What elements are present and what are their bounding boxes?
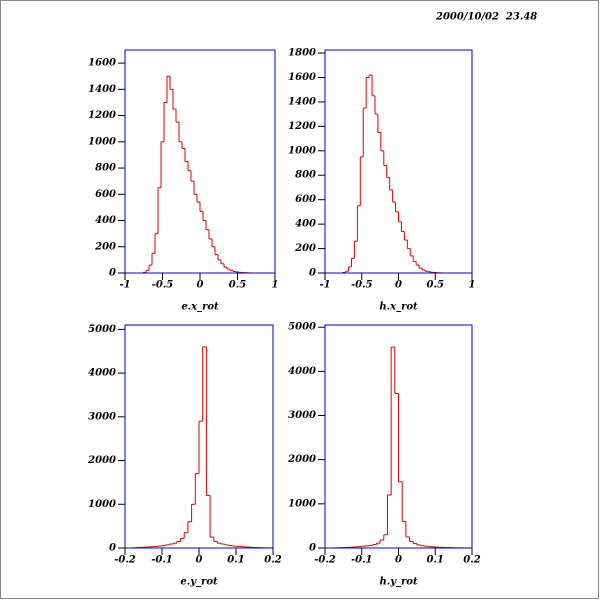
x-axis-label: h.y_rot <box>379 577 418 588</box>
y-tick-label: 1000 <box>88 499 116 510</box>
y-tick-label: 1200 <box>88 110 116 121</box>
x-tick-label: 0 <box>395 280 402 291</box>
y-tick-label: 0 <box>309 268 316 279</box>
y-tick-label: 200 <box>94 241 116 252</box>
timestamp: 2000/10/02 23.48 <box>435 12 537 23</box>
y-tick-label: 3000 <box>88 411 116 422</box>
y-tick-label: 0 <box>309 543 316 554</box>
y-tick-label: 800 <box>295 170 316 181</box>
x-tick-label: 1 <box>272 280 279 291</box>
y-tick-label: 4000 <box>88 368 116 379</box>
y-tick-label: 1400 <box>88 84 116 95</box>
y-tick-label: 400 <box>295 219 316 230</box>
x-tick-label: 0 <box>196 555 203 566</box>
y-tick-label: 1000 <box>288 145 316 156</box>
plot-frame <box>124 49 276 274</box>
x-tick-label: 0.1 <box>427 555 444 566</box>
x-axis-label: e.y_rot <box>180 577 218 588</box>
y-tick-label: 400 <box>95 215 116 226</box>
x-tick-label: 0 <box>197 280 204 291</box>
y-tick-label: 1800 <box>288 48 316 59</box>
x-tick-label: 0.5 <box>229 280 246 291</box>
y-tick-label: 1600 <box>88 58 116 69</box>
y-tick-label: 3000 <box>288 410 316 421</box>
x-axis-label: e.x_rot <box>181 302 219 313</box>
y-tick-label: 600 <box>95 189 116 200</box>
y-tick-label: 0 <box>109 543 116 554</box>
y-tick-label: 1000 <box>288 498 316 509</box>
plot-frame <box>324 324 473 549</box>
y-tick-label: 1200 <box>288 121 316 132</box>
x-tick-label: -1 <box>119 280 130 291</box>
x-tick-label: 0.1 <box>227 555 244 566</box>
y-tick-label: 5000 <box>88 324 116 335</box>
x-tick-label: -0.2 <box>314 555 336 566</box>
y-tick-label: 5000 <box>288 322 316 333</box>
x-tick-label: -0.5 <box>351 280 373 291</box>
y-tick-label: 1600 <box>288 72 316 83</box>
x-tick-label: -0.1 <box>151 555 173 566</box>
y-tick-label: 4000 <box>288 366 316 377</box>
x-axis-label: h.x_rot <box>379 302 418 313</box>
plot-frame <box>324 49 473 274</box>
x-tick-label: 0 <box>395 555 402 566</box>
y-tick-label: 2000 <box>287 454 316 465</box>
x-tick-label: 0.2 <box>264 555 281 566</box>
y-tick-label: 1000 <box>88 136 116 147</box>
y-tick-label: 2000 <box>87 455 116 466</box>
plot-frame <box>124 324 274 549</box>
x-tick-label: -0.2 <box>114 555 136 566</box>
x-tick-label: -0.1 <box>351 555 373 566</box>
x-tick-label: -1 <box>319 280 330 291</box>
y-tick-label: 200 <box>294 243 316 254</box>
x-tick-label: 1 <box>469 280 476 291</box>
y-tick-label: 600 <box>295 194 316 205</box>
y-tick-label: 1400 <box>288 96 316 107</box>
x-tick-label: 0.5 <box>427 280 444 291</box>
x-tick-label: -0.5 <box>152 280 174 291</box>
y-tick-label: 800 <box>95 163 116 174</box>
x-tick-label: 0.2 <box>463 555 480 566</box>
y-tick-label: 0 <box>109 268 116 279</box>
